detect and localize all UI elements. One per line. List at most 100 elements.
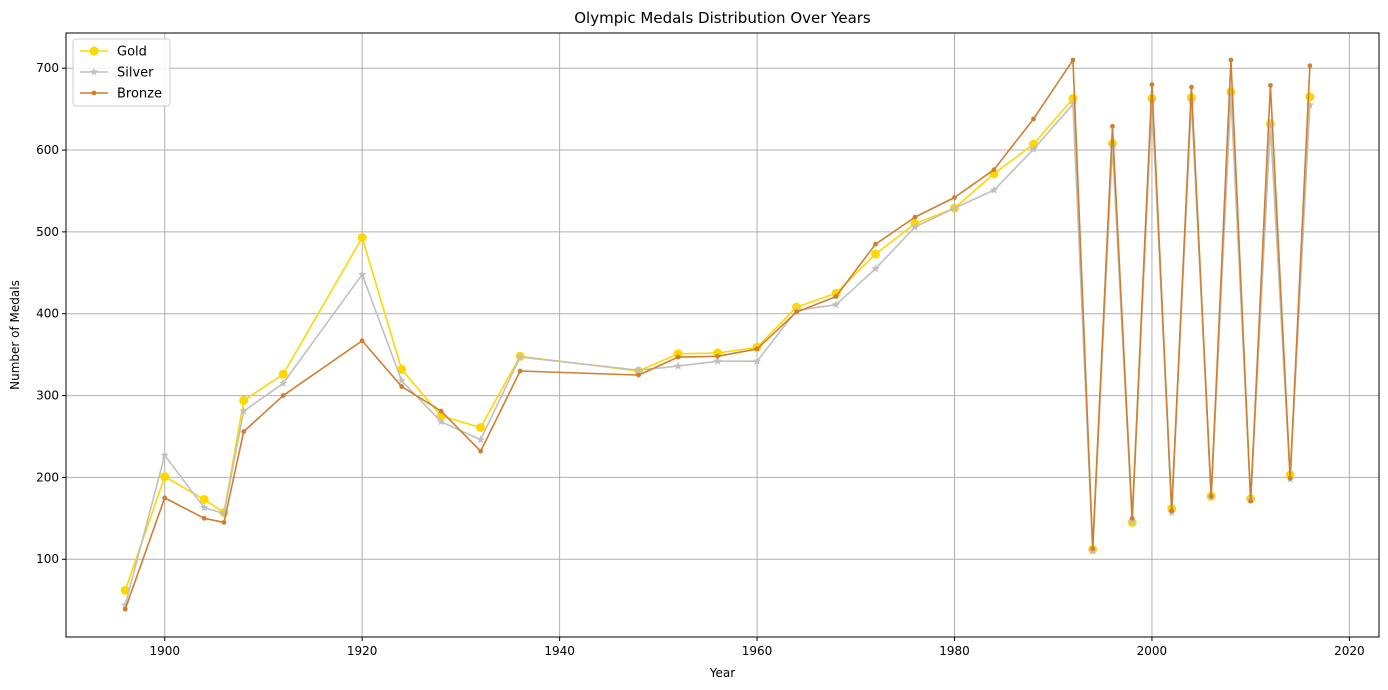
plot-frame [65, 32, 1380, 638]
y-tick-label: 700 [36, 61, 59, 75]
legend-silver-label: Silver [117, 66, 154, 81]
gold-point [397, 364, 407, 374]
silver-point [871, 264, 880, 273]
bronze-point [991, 167, 997, 173]
gold-point [831, 288, 841, 298]
legend-gold-marker [89, 46, 99, 56]
legend: Gold Silver Bronze [72, 38, 171, 107]
bronze-point [1268, 82, 1273, 88]
bronze-point [636, 372, 641, 378]
silver-point [1068, 99, 1078, 108]
bronze-point [1208, 493, 1214, 499]
x-tick-label: 1900 [149, 644, 180, 658]
silver-point [713, 356, 722, 365]
silver-point [1305, 100, 1315, 109]
silver-point [160, 450, 169, 459]
bronze-point [715, 353, 720, 359]
y-tick-label: 400 [36, 307, 59, 321]
silver-point [910, 222, 920, 231]
y-axis: 100 200 300 400 500 600 700 [36, 61, 66, 566]
bronze-point [1307, 63, 1313, 69]
y-tick-label: 500 [36, 225, 59, 239]
bronze-point [162, 495, 168, 501]
bronze-point [794, 309, 799, 315]
gold-point [120, 585, 130, 595]
bronze-point [912, 214, 918, 220]
y-tick-label: 300 [36, 389, 59, 403]
bronze-point [478, 448, 484, 454]
silver-point [634, 365, 643, 374]
bronze-point [438, 408, 444, 414]
bronze-point [241, 429, 247, 434]
bronze-point [833, 294, 839, 299]
silver-point [831, 300, 841, 309]
legend-box [72, 38, 171, 107]
gold-point [871, 249, 881, 259]
bronze-point [517, 368, 523, 374]
legend-bronze-label: Bronze [117, 87, 162, 102]
silver-point [357, 269, 367, 279]
bronze-point [1248, 498, 1254, 504]
bronze-point [1149, 82, 1155, 87]
x-tick-label: 1920 [347, 644, 378, 658]
bronze-point [1287, 475, 1293, 481]
silver-point [219, 508, 229, 518]
bronze-point [359, 338, 365, 344]
chart-title: Olympic Medals Distribution Over Years [574, 9, 871, 27]
gold-point [673, 349, 683, 359]
legend-gold-label: Gold [117, 45, 147, 60]
silver-point [1266, 120, 1275, 130]
silver-point [278, 378, 288, 387]
silver-point [1226, 89, 1236, 99]
y-tick-label: 200 [36, 470, 59, 484]
silver-point [199, 503, 209, 512]
bronze-point [1031, 116, 1036, 122]
bronze-point [1228, 57, 1234, 63]
bronze-point [221, 520, 227, 525]
bronze-point [754, 346, 760, 352]
bronze-point [122, 606, 128, 612]
silver-point [436, 417, 446, 426]
legend-silver-marker [89, 67, 99, 76]
bronze-point [1129, 515, 1135, 521]
bronze-point [280, 393, 286, 398]
y-tick-label: 100 [36, 552, 59, 566]
bronze-point [1090, 546, 1096, 552]
bronze-point [1169, 508, 1175, 514]
silver-point [120, 600, 130, 609]
x-tick-label: 1980 [939, 644, 970, 658]
series-layer [120, 57, 1315, 612]
grid-lines [66, 33, 1379, 637]
bronze-point [952, 195, 957, 200]
silver-point [239, 406, 248, 415]
gold-point [357, 233, 367, 243]
silver-point [1029, 144, 1038, 153]
legend-bronze-marker [91, 90, 97, 96]
silver-point [397, 376, 406, 385]
bronze-point [1070, 57, 1076, 63]
gold-point [476, 422, 486, 432]
silver-point [752, 356, 762, 365]
x-axis-title: Year [709, 666, 735, 680]
bronze-point [399, 384, 405, 389]
y-tick-label: 600 [36, 143, 59, 157]
x-tick-label: 2020 [1334, 644, 1365, 658]
silver-point [989, 185, 999, 194]
silver-point [515, 352, 525, 361]
gold-point [239, 395, 249, 405]
bronze-point [675, 354, 681, 360]
x-tick-label: 1960 [742, 644, 773, 658]
gold-point [1305, 92, 1315, 102]
bronze-point [1189, 84, 1194, 90]
x-axis: 1900 1920 1940 1960 1980 2000 2020 [149, 637, 1365, 658]
bronze-point [201, 515, 207, 521]
x-tick-label: 1940 [544, 644, 575, 658]
gold-point [199, 495, 209, 505]
bronze-point [873, 241, 878, 247]
gold-point [278, 369, 288, 379]
silver-point [1127, 517, 1137, 526]
silver-point [673, 361, 683, 370]
bronze-point [1110, 123, 1115, 129]
